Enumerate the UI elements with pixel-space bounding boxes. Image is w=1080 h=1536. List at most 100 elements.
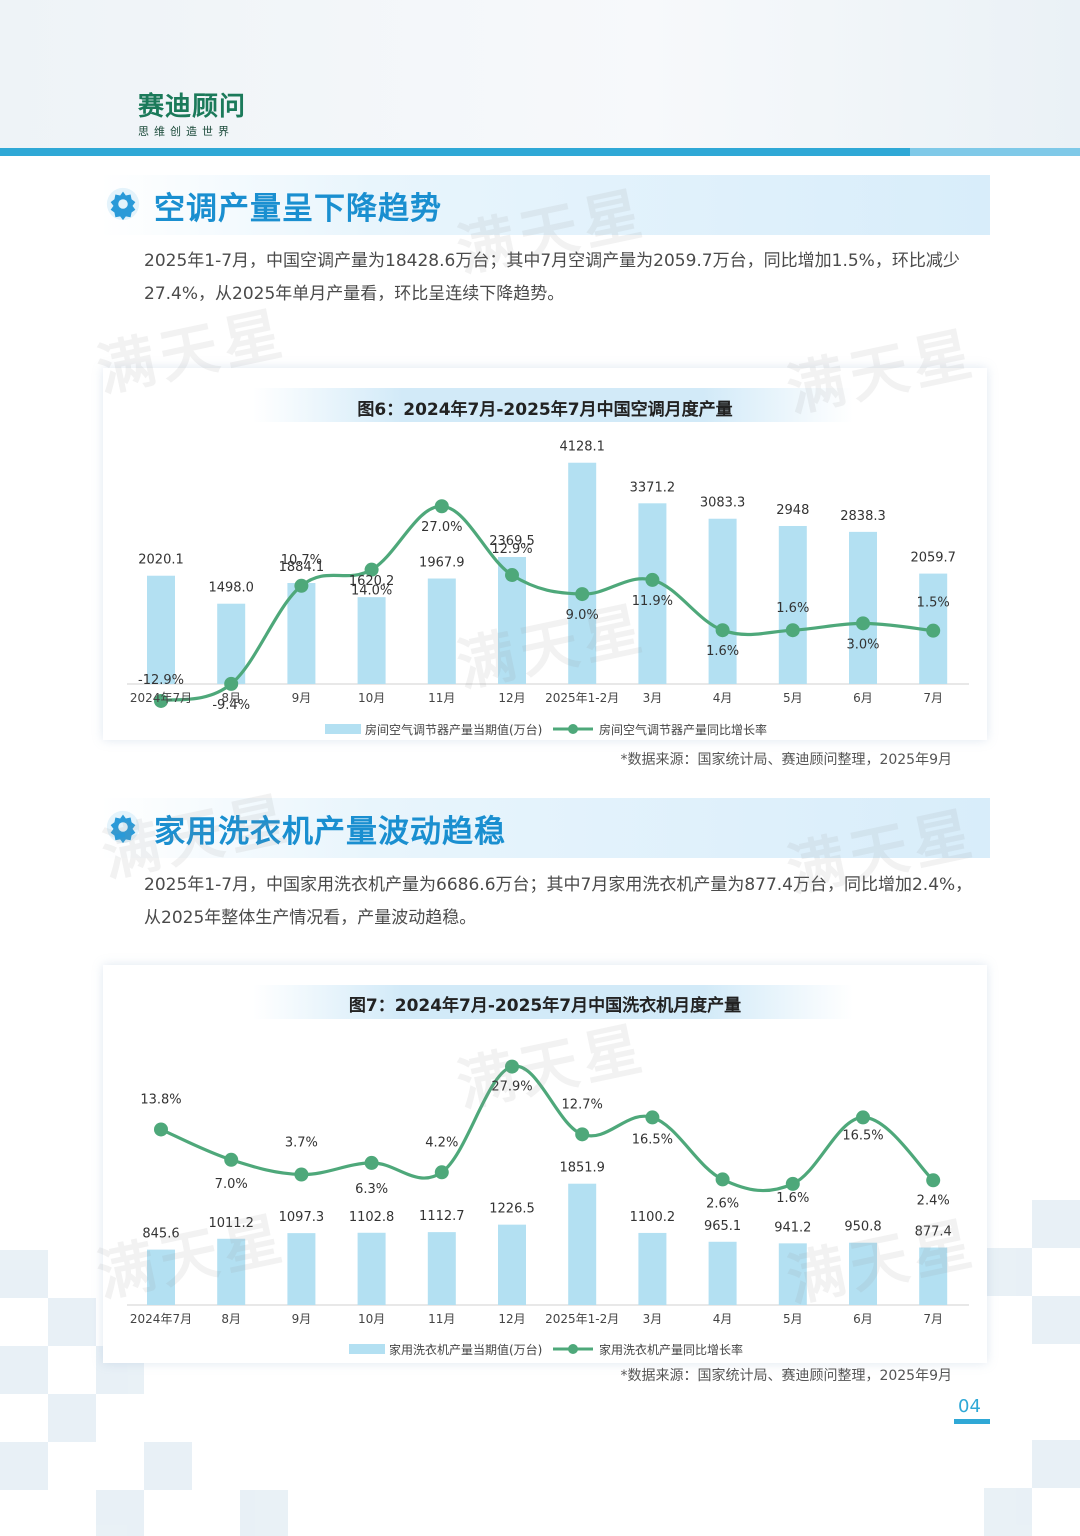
bar: [147, 1249, 175, 1305]
line-point: [856, 616, 870, 631]
line-point: [224, 676, 239, 691]
section1-title: 空调产量呈下降趋势: [154, 191, 442, 227]
bar-value-label: 1097.3: [279, 1210, 325, 1225]
x-tick-label: 12月: [498, 691, 525, 705]
x-tick-label: 6月: [853, 691, 873, 705]
bar: [217, 603, 246, 684]
line-value-label: 10.7%: [281, 553, 322, 568]
bar-value-label: 877.4: [915, 1225, 952, 1240]
bar-value-label: 3371.2: [630, 480, 676, 495]
header-divider-accent: [910, 148, 1080, 156]
bar-value-label: 1967.9: [419, 556, 465, 571]
brand-name: 赛迪顾问: [138, 92, 247, 122]
x-tick-label: 9月: [292, 691, 312, 705]
line-value-label: 6.3%: [355, 1182, 388, 1197]
bar-value-label: 1100.2: [630, 1210, 676, 1225]
legend-bar-label: 家用洗衣机产量当期值(万台): [389, 1342, 542, 1357]
line-point: [645, 572, 660, 587]
bar-value-label: 1884.1: [279, 560, 325, 575]
line-point: [926, 623, 941, 638]
line-value-label: 3.7%: [285, 1135, 318, 1150]
line-value-label: 2.6%: [706, 1196, 739, 1211]
line-point: [364, 1155, 379, 1170]
bar: [638, 1232, 667, 1305]
bar-value-label: 4128.1: [559, 440, 605, 455]
chart2-svg: 845.6 1011.2 1097.3 1102.8 1112.7 1226.5 1851.…: [127, 1059, 969, 1357]
line-point: [505, 1059, 519, 1074]
line-value-label: 27.0%: [421, 520, 462, 535]
bar: [287, 583, 316, 684]
bar-value-label: 965.1: [704, 1219, 741, 1234]
line-value-label: 12.7%: [562, 1097, 603, 1112]
x-tick-label: 9月: [292, 1312, 312, 1326]
chart1-card: 图6：2024年7月-2025年7月中国空调月度产量 2020.1 1498.0 1…: [103, 368, 987, 740]
bar: [568, 1183, 597, 1305]
bar-value-label: 950.8: [844, 1220, 881, 1235]
legend-line-label: 房间空气调节器产量同比增长率: [599, 722, 767, 737]
series-line: [160, 1064, 935, 1193]
x-tick-label: 5月: [783, 1312, 803, 1326]
line-value-label: 27.9%: [491, 1080, 532, 1095]
chart1-source: *数据来源：国家统计局、赛迪顾问整理，2025年9月: [620, 752, 952, 768]
line-point: [575, 1127, 590, 1142]
chart2-card: 图7：2024年7月-2025年7月中国洗衣机月度产量 845.6 1011.2 1…: [103, 965, 987, 1363]
bar: [708, 518, 737, 684]
line-point: [434, 1165, 449, 1180]
line-point: [294, 1167, 309, 1182]
x-tick-label: 2024年7月: [130, 1312, 192, 1326]
bar-value-label: 2948: [776, 503, 809, 518]
bar-value-label: 1498.0: [208, 581, 254, 596]
bar: [498, 1224, 526, 1305]
line-value-label: 4.2%: [425, 1135, 458, 1150]
bar: [778, 525, 807, 684]
x-tick-label: 3月: [643, 691, 663, 705]
x-tick-label: 4月: [713, 1312, 733, 1326]
line-point: [294, 578, 309, 593]
chart1-title: 图6：2024年7月-2025年7月中国空调月度产量: [357, 400, 733, 420]
bar: [427, 578, 456, 684]
line-value-label: 11.9%: [632, 594, 673, 609]
line-value-label: 14.0%: [351, 584, 392, 599]
line-point: [224, 1152, 239, 1167]
section1-paragraph: 2025年1-7月，中国空调产量为18428.6万台；其中7月空调产量为2059…: [144, 251, 960, 304]
bar-value-label: 1851.9: [559, 1161, 605, 1176]
legend-line-marker: [568, 724, 578, 734]
section2-paragraph: 2025年1-7月，中国家用洗衣机产量为6686.6万台；其中7月家用洗衣机产量…: [144, 875, 973, 928]
line-point: [154, 1122, 168, 1137]
gear-icon: [106, 810, 140, 844]
line-point: [715, 623, 730, 638]
bar: [217, 1238, 246, 1305]
x-tick-label: 8月: [221, 1312, 241, 1326]
bar-value-label: 3083.3: [700, 496, 746, 511]
bar-value-label: 1102.8: [349, 1210, 395, 1225]
page-number-underline: [954, 1419, 990, 1424]
bar: [357, 1232, 386, 1305]
bar: [919, 1247, 948, 1305]
x-tick-label: 3月: [643, 1312, 663, 1326]
line-value-label: -9.4%: [212, 698, 250, 713]
legend-bar-swatch: [349, 1344, 385, 1354]
line-value-label: 12.9%: [491, 542, 532, 557]
line-point: [575, 587, 590, 602]
x-tick-label: 10月: [358, 1312, 385, 1326]
line-value-label: 7.0%: [215, 1177, 248, 1192]
legend-line-marker: [568, 1344, 578, 1354]
bar-value-label: 1620.2: [349, 574, 395, 589]
bar: [778, 1243, 807, 1305]
section2-title: 家用洗衣机产量波动趋稳: [154, 814, 506, 850]
bar: [849, 531, 877, 684]
line-point: [785, 623, 800, 638]
bar-value-label: 1226.5: [489, 1202, 535, 1217]
chart2-title-background: [253, 985, 853, 1019]
legend-bar-label: 房间空气调节器产量当期值(万台): [365, 722, 542, 737]
bar-value-label: 1011.2: [208, 1216, 254, 1231]
chart1-svg: 2020.1 1498.0 1884.1 1620.2 1967.9 2369.5 4128…: [127, 440, 969, 737]
section1-heading: 空调产量呈下降趋势: [100, 175, 990, 235]
section2-heading: 家用洗衣机产量波动趋稳: [100, 798, 990, 858]
x-tick-label: 6月: [853, 1312, 873, 1326]
x-tick-label: 10月: [358, 691, 385, 705]
header-divider-bar: [0, 148, 1080, 156]
line-point: [785, 1176, 800, 1191]
bar: [147, 575, 175, 684]
